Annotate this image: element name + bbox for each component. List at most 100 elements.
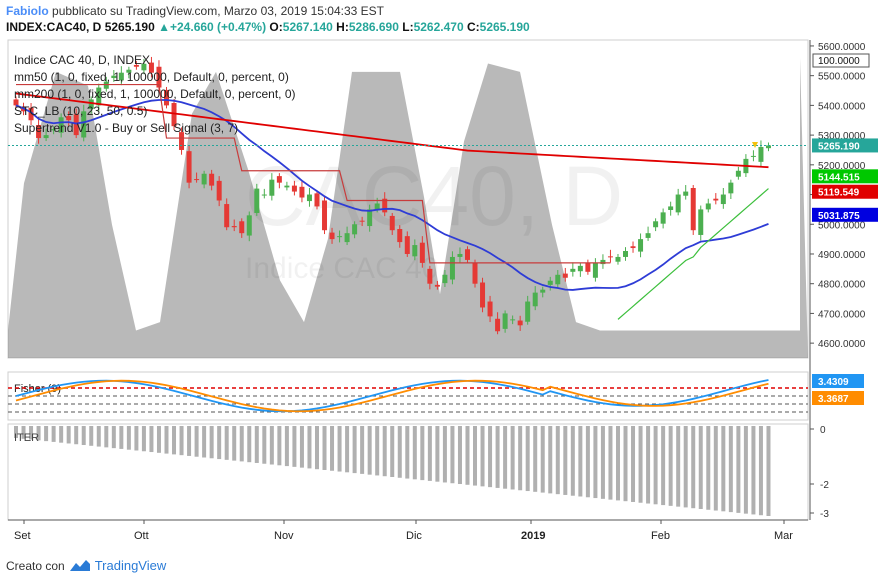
- candle-body: [133, 64, 139, 67]
- candle-body: [510, 319, 516, 321]
- candle-body: [261, 194, 267, 196]
- price-badge: [812, 169, 878, 184]
- candle-body: [487, 301, 493, 317]
- iter-bar: [465, 426, 470, 485]
- candle-body: [269, 179, 275, 196]
- candle-body: [735, 170, 741, 177]
- price-tick-label: 5400.0000: [818, 101, 866, 112]
- iter-bar: [390, 426, 395, 477]
- iter-tick-label: 0: [820, 425, 826, 436]
- price-tick-label: 5000.0000: [818, 220, 866, 231]
- price-badge-label: 5119.549: [818, 188, 860, 199]
- candle-body: [96, 87, 102, 106]
- candle-body: [329, 232, 335, 240]
- iter-bar: [668, 426, 673, 506]
- time-tick-label: Ott: [134, 530, 149, 542]
- iter-bar: [661, 426, 666, 506]
- price-badge: [812, 207, 878, 222]
- price-tick-label: 4700.0000: [818, 309, 866, 320]
- iter-bar: [375, 426, 380, 476]
- price-tick-label: 4900.0000: [818, 250, 866, 261]
- iter-bar: [352, 426, 357, 474]
- iter-bar: [51, 426, 56, 442]
- candle-body: [502, 313, 508, 329]
- candle-body: [322, 200, 328, 231]
- candle-body: [291, 185, 297, 192]
- candle-body: [668, 206, 674, 210]
- candle-body: [314, 193, 320, 207]
- candle-body: [495, 318, 501, 332]
- price-badge: [812, 138, 878, 153]
- tradingview-brand-link[interactable]: TradingView: [94, 558, 167, 573]
- candle-body: [705, 203, 711, 210]
- iter-bar: [262, 426, 267, 464]
- candle-body: [111, 75, 117, 79]
- candle-body: [209, 173, 215, 186]
- iter-bar: [736, 426, 741, 513]
- candle-body: [532, 292, 538, 307]
- iter-bar: [194, 426, 199, 457]
- iter-bar: [269, 426, 274, 465]
- iter-bar: [277, 426, 282, 466]
- close-value: 5265.190: [479, 20, 530, 34]
- candle-body: [81, 111, 87, 138]
- iter-bar: [239, 426, 244, 462]
- candle-body: [585, 263, 591, 272]
- publish-info: Fabiolo pubblicato su TradingView.com, M…: [6, 4, 384, 18]
- iter-bar: [14, 426, 18, 438]
- iter-bar: [247, 426, 252, 463]
- iter-bar: [473, 426, 478, 486]
- candle-body: [156, 66, 162, 88]
- legend-entry: mm200 (1, 0, fixed, 1, 100000, Default, …: [14, 87, 296, 101]
- candle-body: [367, 209, 373, 227]
- candle-body: [73, 114, 79, 136]
- iter-bar: [126, 426, 131, 450]
- author-link[interactable]: Fabiolo: [6, 4, 49, 18]
- candle-body: [352, 224, 358, 235]
- footer: Creato con TradingView: [6, 558, 166, 573]
- candle-body: [412, 245, 418, 257]
- candle-body: [171, 103, 177, 127]
- iter-bar: [646, 426, 651, 504]
- fisher-trigger-line: [15, 379, 769, 413]
- close-label: C:: [466, 20, 480, 34]
- iter-bar: [405, 426, 410, 479]
- candle-body: [419, 242, 425, 263]
- price-badge-label: 5265.190: [818, 141, 860, 152]
- iter-bar: [21, 426, 26, 439]
- candle-body: [698, 209, 704, 235]
- iter-bar: [141, 426, 146, 452]
- iter-bar: [337, 426, 342, 472]
- time-tick-label: Feb: [651, 530, 670, 542]
- candle-body: [623, 251, 629, 257]
- price-tick-label: 5600.0000: [818, 42, 866, 53]
- candle-body: [186, 151, 192, 183]
- high-label: H:: [336, 20, 349, 34]
- stc-band: [8, 58, 808, 358]
- iter-bar: [600, 426, 605, 499]
- candle-body: [675, 194, 681, 213]
- legend-entry: Indice CAC 40, D, INDEX: [14, 53, 150, 67]
- candle-body: [750, 155, 756, 157]
- fisher-badge-label: 3.4309: [818, 377, 849, 388]
- iter-bar: [683, 426, 688, 508]
- stc-top-label: 100.0000: [818, 56, 860, 67]
- iter-bar: [540, 426, 545, 493]
- candle-body: [765, 145, 771, 149]
- iter-bar: [615, 426, 620, 501]
- candle-body: [201, 173, 207, 185]
- iter-bar: [111, 426, 116, 449]
- candle-body: [638, 239, 644, 252]
- candle-body: [299, 186, 305, 198]
- candle-body: [344, 233, 350, 243]
- iter-bar: [593, 426, 598, 499]
- candle-body: [163, 89, 169, 106]
- up-triangle-icon: ▲: [158, 20, 170, 34]
- iter-bar: [427, 426, 432, 481]
- price-badge-label: 5031.875: [818, 211, 860, 222]
- iter-bar: [187, 426, 192, 456]
- iter-bar: [232, 426, 237, 461]
- iter-bar: [217, 426, 222, 460]
- iter-bar: [134, 426, 139, 451]
